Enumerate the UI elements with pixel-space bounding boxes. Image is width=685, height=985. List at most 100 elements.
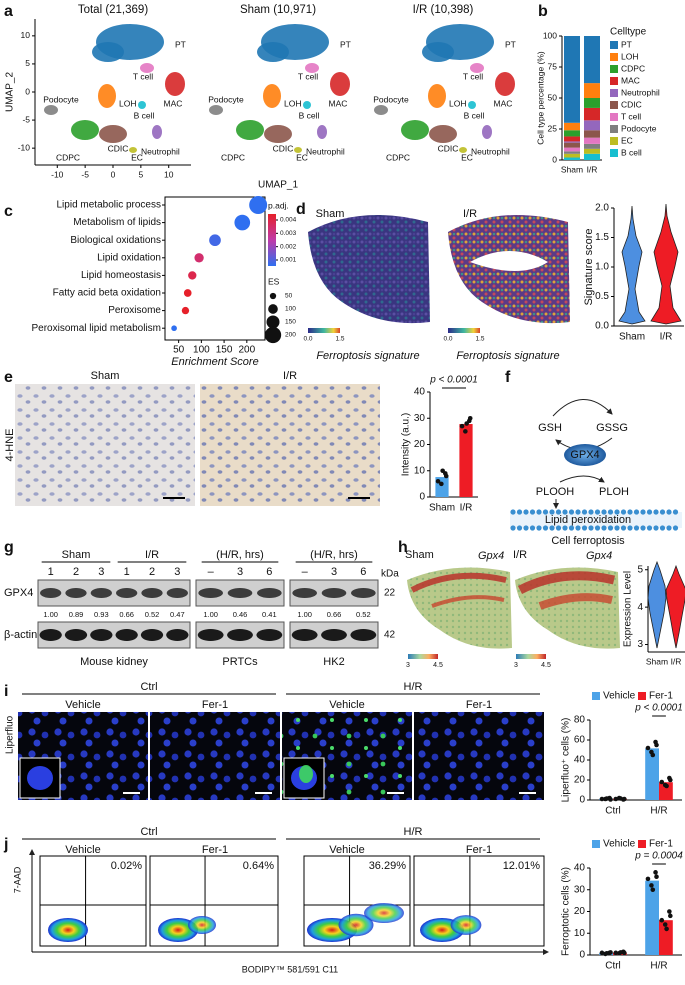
data-point	[659, 779, 665, 785]
band	[39, 629, 62, 641]
data-point	[440, 468, 445, 474]
ihc-nuclei	[200, 384, 380, 506]
legend-title: ES	[268, 276, 280, 286]
band	[90, 588, 112, 598]
legend-label: CDIC	[621, 99, 642, 109]
lipid-head	[568, 525, 575, 531]
x-tick-label: I/R	[587, 164, 598, 174]
x-tick-label: Sham	[646, 656, 668, 666]
cortex-band	[538, 593, 613, 610]
lipid-head	[672, 525, 679, 531]
colorbar-label: 3	[406, 662, 410, 669]
colorbar-label: 0.001	[280, 257, 297, 264]
cluster-label: MAC	[164, 98, 183, 108]
cluster-label: T cell	[463, 71, 483, 81]
group-header: I/R	[145, 549, 159, 561]
legend-swatch	[610, 89, 618, 97]
bar-segment	[584, 148, 600, 154]
lipid-head	[529, 509, 536, 515]
term-label: Lipid homeostasis	[81, 270, 161, 281]
data-point	[604, 796, 610, 801]
size-key	[264, 326, 282, 344]
plot-frame	[164, 196, 266, 341]
density	[188, 916, 216, 934]
bar-segment	[564, 130, 580, 137]
cluster	[305, 63, 319, 73]
cluster-label: MAC	[329, 98, 348, 108]
data-point	[435, 478, 441, 484]
lipid-head	[659, 525, 666, 531]
cluster-label: PT	[505, 39, 516, 49]
data-point	[654, 742, 659, 748]
cluster-label: T cell	[133, 71, 153, 81]
y-tick-label: 5	[637, 564, 643, 575]
colorbar	[448, 328, 480, 333]
lipid-head	[555, 525, 562, 531]
cluster-label: MAC	[494, 98, 513, 108]
legend-label: Neutrophil	[621, 87, 660, 97]
cluster	[44, 105, 58, 115]
stain-label: 4-HNE	[4, 428, 16, 461]
x-tick-label: 150	[216, 345, 233, 356]
data-point	[650, 887, 656, 893]
nuclei	[414, 712, 544, 800]
cluster	[140, 63, 154, 73]
cluster-label: PT	[340, 39, 351, 49]
band	[166, 588, 188, 598]
x-tick-label: 50	[173, 345, 185, 356]
data-point	[650, 752, 656, 758]
lipid-head	[536, 509, 542, 515]
diagram-node: PLOOH	[536, 486, 575, 498]
band	[227, 588, 253, 598]
lipid-head	[516, 509, 523, 515]
lipid-head	[568, 509, 575, 515]
legend-swatch	[610, 113, 618, 121]
lane-label: 3	[237, 566, 243, 578]
diagram-node: Cell ferroptosis	[551, 535, 625, 547]
x-tick-label: 200	[238, 345, 255, 356]
y-tick-label: 0	[579, 950, 585, 961]
lipid-head	[588, 509, 594, 515]
cluster-label: Neutrophil	[306, 146, 345, 156]
band	[197, 629, 224, 641]
cluster	[459, 147, 467, 153]
lipid-head	[653, 525, 659, 531]
legend-swatch	[592, 692, 600, 700]
x-tick-label: Ctrl	[605, 961, 621, 972]
lipid-head	[510, 525, 516, 531]
annotation: p < 0.0001	[429, 375, 478, 386]
quantification: 0.93	[94, 610, 109, 619]
legend-label: LOH	[621, 51, 638, 61]
lipid-head	[523, 509, 529, 515]
quantification: 0.52	[356, 610, 371, 619]
cluster-label: CDIC	[108, 143, 129, 153]
y-axis-title: 7-AAD	[12, 866, 22, 893]
colorbar-label: 0.003	[280, 230, 297, 237]
violin	[618, 205, 646, 325]
cluster-label: Podocyte	[373, 94, 409, 104]
cluster	[236, 120, 264, 140]
lane-label: 6	[360, 566, 366, 578]
x-tick-label: I/R	[660, 332, 673, 343]
kda-value: 22	[384, 588, 396, 599]
panel-label: c	[4, 203, 13, 220]
panel-label: b	[538, 3, 548, 20]
image-caption: Ferroptosis signature	[316, 350, 419, 362]
lipid-head	[510, 509, 516, 515]
lipid-head	[562, 509, 568, 515]
data-point	[659, 917, 665, 923]
cluster	[330, 72, 350, 96]
cluster	[429, 125, 457, 143]
y-tick-label: 1.5	[595, 232, 609, 243]
cluster	[468, 101, 476, 109]
colorbar-label: 0.002	[280, 243, 297, 250]
cluster	[129, 147, 137, 153]
cluster-label: Podocyte	[208, 94, 244, 104]
y-tick-label: 2.0	[595, 203, 609, 214]
y-tick-label: 0	[579, 795, 585, 806]
legend-title: Celltype	[610, 27, 647, 38]
band	[198, 588, 223, 598]
bar-segment	[584, 98, 600, 108]
legend-swatch	[610, 41, 618, 49]
lipid-head	[614, 525, 620, 531]
